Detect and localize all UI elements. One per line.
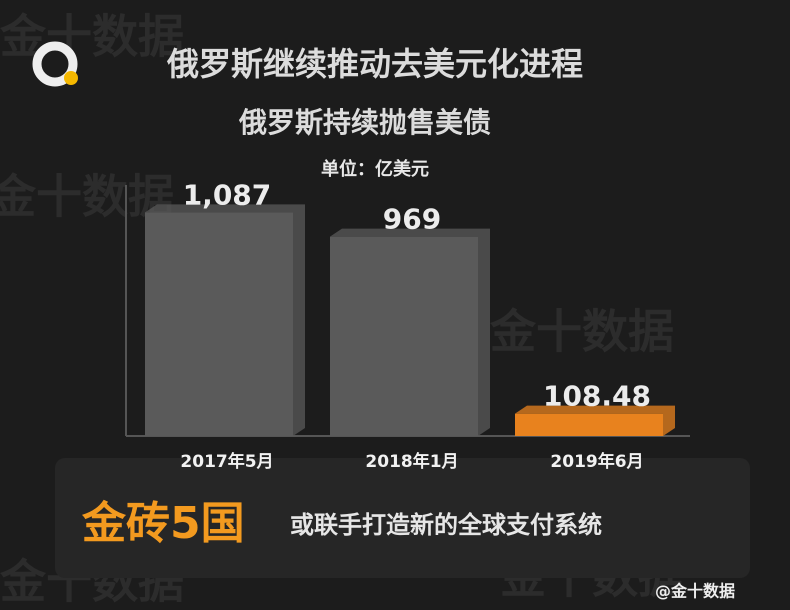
watermark: 金十数据: [489, 305, 674, 359]
logo-dot: [64, 71, 78, 85]
bars: 1,087 2017年5月 969 2018年1月 108.48 2019年6月: [145, 178, 675, 472]
x-tick-label: 2018年1月: [365, 451, 458, 472]
value-label: 969: [383, 203, 441, 236]
value-label: 108.48: [543, 380, 651, 413]
watermark: 金十数据: [0, 10, 184, 64]
headline: 金砖5国: [81, 498, 245, 549]
headline-rest: 或联手打造新的全球支付系统: [290, 511, 602, 539]
x-tick-label: 2017年5月: [180, 451, 273, 472]
caption-panel: [55, 458, 750, 578]
x-tick-label: 2019年6月: [550, 451, 643, 472]
bar: [145, 212, 293, 436]
bar: [330, 236, 478, 436]
unit-label: 单位：亿美元: [321, 158, 429, 180]
credit: @金十数据: [655, 582, 735, 601]
chart-subtitle: 俄罗斯持续抛售美债: [238, 106, 491, 139]
bar: [515, 413, 663, 436]
value-label: 1,087: [183, 178, 272, 211]
logo: [32, 41, 78, 87]
chart-title: 俄罗斯继续推动去美元化进程: [166, 45, 583, 83]
bar-depth: [515, 405, 675, 436]
